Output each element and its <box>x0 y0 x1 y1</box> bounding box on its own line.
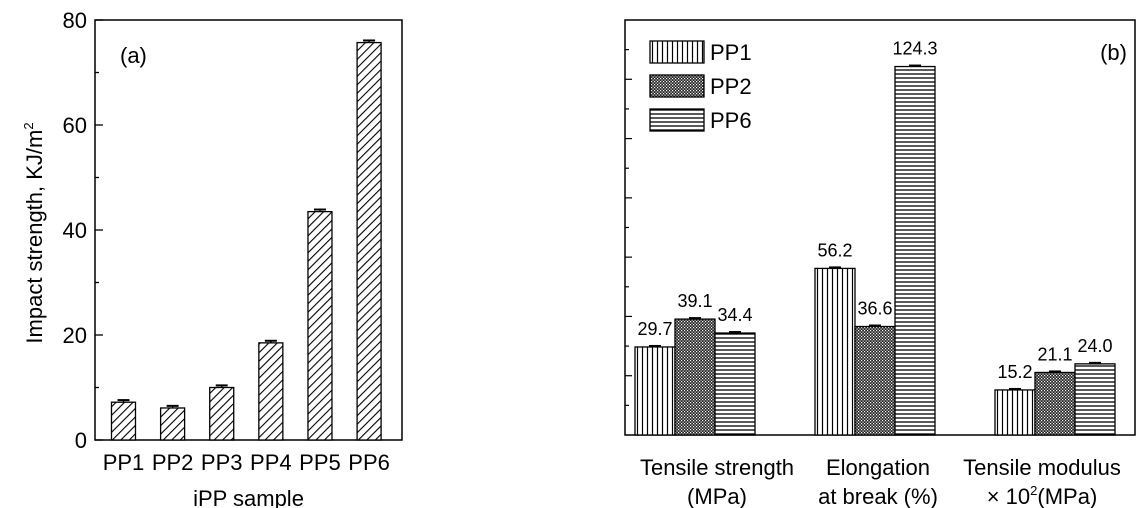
bar <box>674 318 716 436</box>
panel-b: 29.739.134.4 56.2 36.6 124.3 15.221.1 24.0 PP… <box>624 19 1136 508</box>
data-label: 15.2 <box>997 362 1032 382</box>
panel-a-y-axis-label: Impact strength, KJ/m2 <box>21 122 47 343</box>
group-label-line2: × 102(MPa) <box>987 483 1098 508</box>
bar <box>110 401 137 441</box>
x-tick-label: PP2 <box>152 450 194 475</box>
bar <box>307 210 333 441</box>
panel-a-y-axis-label-group: Impact strength, KJ/m2 <box>21 122 47 343</box>
bar <box>634 346 676 436</box>
panel-b-bars: 29.739.134.4 56.2 36.6 124.3 15.221.1 24.0 <box>634 39 1116 436</box>
x-tick-label: PP5 <box>299 450 341 475</box>
y-tick-label: 0 <box>75 428 87 453</box>
legend-label: PP2 <box>710 74 752 99</box>
data-label: 124.3 <box>892 39 937 59</box>
data-label: 29.7 <box>637 319 672 339</box>
panel-b-y-ticks <box>625 49 632 406</box>
data-label: 34.4 <box>717 305 752 325</box>
legend-swatch <box>649 40 705 64</box>
group-label-line2-tail: (MPa) <box>1037 484 1097 508</box>
data-label: 24.0 <box>1077 336 1112 356</box>
panel-a: 0 20 40 60 80 PP1 PP2 PP3 PP4 PP5 PP6 (a) iPP sam… <box>21 8 403 508</box>
x-tick-label: PP4 <box>250 450 292 475</box>
x-tick-label: PP1 <box>103 450 145 475</box>
y-tick-label: 20 <box>63 323 87 348</box>
panel-a-y-axis-label-superscript: 2 <box>21 122 36 129</box>
bar <box>854 325 896 436</box>
panel-b-legend: PP1 PP2 PP6 <box>649 40 752 133</box>
data-label: 21.1 <box>1037 344 1072 364</box>
x-tick-label: PP6 <box>348 450 390 475</box>
bar <box>994 389 1036 436</box>
bar <box>714 332 756 436</box>
data-label: 39.1 <box>677 291 712 311</box>
group-label-line2-text: at break (%) <box>818 484 938 508</box>
panel-b-group-labels: Tensile strength (MPa) Elongation at break … <box>640 455 1121 508</box>
legend-swatch <box>649 74 705 98</box>
legend-swatch <box>649 108 705 132</box>
bar <box>1034 371 1076 436</box>
panel-a-label: (a) <box>120 43 147 68</box>
legend-label: PP6 <box>710 108 752 133</box>
bar <box>894 65 936 436</box>
data-label: 56.2 <box>817 240 852 260</box>
y-tick-label: 60 <box>63 113 87 138</box>
bar <box>209 386 235 441</box>
panel-a-frame <box>94 19 403 441</box>
group-label-line1: Tensile strength <box>640 455 794 480</box>
bar <box>258 342 284 441</box>
group-label-line2-superscript: 2 <box>1030 483 1037 498</box>
panel-a-bars <box>110 39 382 441</box>
panel-a-y-ticks: 0 20 40 60 80 <box>63 8 103 453</box>
panel-a-x-ticks: PP1 PP2 PP3 PP4 PP5 PP6 <box>103 434 390 475</box>
bar <box>159 407 186 441</box>
panel-a-y-axis-label-text: Impact strength, KJ/m <box>22 130 47 344</box>
bar <box>1074 363 1116 436</box>
data-label: 36.6 <box>857 299 892 319</box>
group-label-line2: at break (%) <box>818 484 938 508</box>
y-tick-label: 80 <box>63 8 87 33</box>
group-label-line2-text: × 10 <box>987 484 1030 508</box>
group-label-line1: Tensile modulus <box>963 455 1121 480</box>
group-label-line1: Elongation <box>826 455 930 480</box>
group-label-line2: (MPa) <box>687 484 747 508</box>
x-tick-label: PP3 <box>201 450 243 475</box>
bar <box>814 267 856 436</box>
bar <box>356 41 382 441</box>
y-tick-label: 40 <box>63 218 87 243</box>
panel-a-x-axis-label: iPP sample <box>193 486 304 508</box>
legend-label: PP1 <box>710 40 752 65</box>
group-label-line2-text: (MPa) <box>687 484 747 508</box>
panel-b-label: (b) <box>1100 40 1127 65</box>
